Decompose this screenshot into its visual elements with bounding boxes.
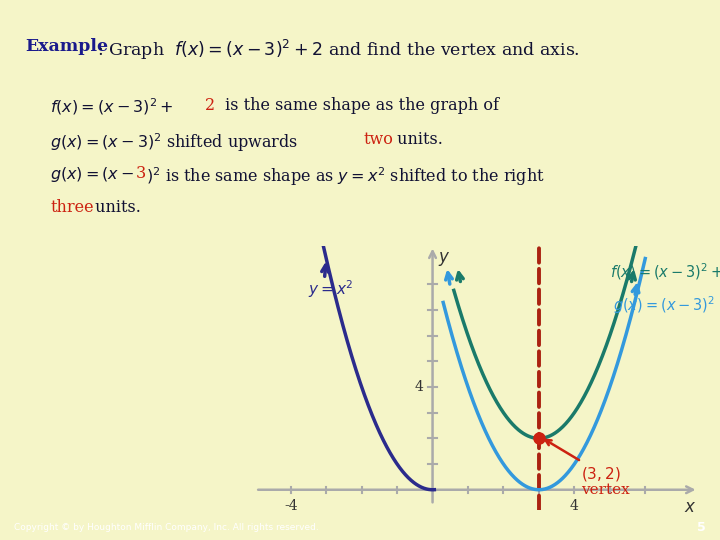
Text: $g(x) = (x - 3)^2$ shifted upwards: $g(x) = (x - 3)^2$ shifted upwards: [50, 131, 300, 153]
Text: $g(x) = (x - 3)^2$: $g(x) = (x - 3)^2$: [613, 294, 716, 316]
Text: units.: units.: [90, 199, 141, 216]
Text: $y = x^2$: $y = x^2$: [308, 279, 354, 300]
Text: $(3, 2)$: $(3, 2)$: [582, 465, 621, 483]
Text: 4: 4: [570, 499, 579, 513]
Text: Copyright © by Houghton Mifflin Company, Inc. All rights reserved.: Copyright © by Houghton Mifflin Company,…: [14, 523, 319, 531]
Text: $f(x) = (x - 3)^2 + 2$: $f(x) = (x - 3)^2 + 2$: [610, 261, 720, 282]
Text: $f(x) = (x - 3)^2 + $: $f(x) = (x - 3)^2 + $: [50, 97, 174, 117]
Text: 2: 2: [205, 97, 215, 114]
Text: is the same shape as the graph of: is the same shape as the graph of: [220, 97, 498, 114]
Text: -4: -4: [284, 499, 297, 513]
Text: $)^2$ is the same shape as $y = x^2$ shifted to the right: $)^2$ is the same shape as $y = x^2$ shi…: [146, 165, 545, 188]
Text: two: two: [364, 131, 393, 148]
Text: $y$: $y$: [438, 249, 450, 267]
Text: : Graph  $f(x) = (x - 3)^2 + 2$ and find the vertex and axis.: : Graph $f(x) = (x - 3)^2 + 2$ and find …: [97, 38, 580, 62]
Text: $x$: $x$: [684, 499, 697, 516]
Text: 5: 5: [697, 521, 706, 534]
Text: $g(x) = (x - $: $g(x) = (x - $: [50, 165, 135, 184]
Text: three: three: [50, 199, 94, 216]
Text: 3: 3: [135, 165, 145, 182]
Text: vertex: vertex: [582, 483, 630, 497]
Text: Example: Example: [25, 38, 108, 55]
Text: 4: 4: [415, 380, 423, 394]
Text: units.: units.: [392, 131, 444, 148]
